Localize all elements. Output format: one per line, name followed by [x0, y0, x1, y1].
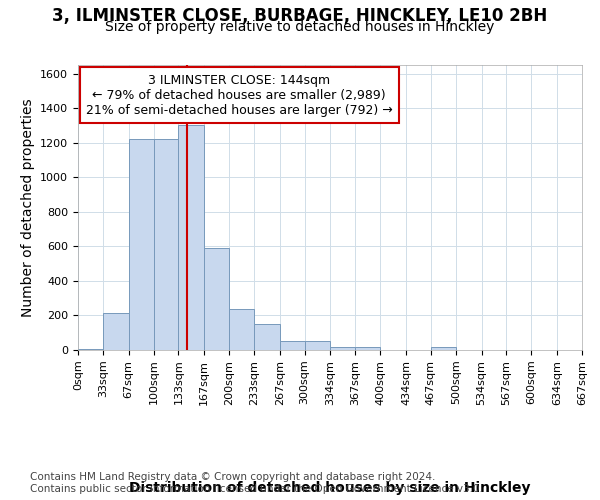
Bar [178, 126, 204, 350]
Bar [305, 342, 331, 350]
Text: 3, ILMINSTER CLOSE, BURBAGE, HINCKLEY, LE10 2BH: 3, ILMINSTER CLOSE, BURBAGE, HINCKLEY, L… [52, 8, 548, 26]
Bar [204, 248, 229, 350]
Bar [103, 313, 128, 350]
Bar [154, 140, 178, 350]
Bar [78, 349, 103, 350]
Text: Contains public sector information licensed under the Open Government Licence v3: Contains public sector information licen… [30, 484, 483, 494]
Bar [254, 324, 280, 350]
Bar [128, 140, 154, 350]
Bar [280, 340, 305, 350]
Bar [355, 348, 380, 350]
Bar [431, 348, 456, 350]
Text: 3 ILMINSTER CLOSE: 144sqm
← 79% of detached houses are smaller (2,989)
21% of se: 3 ILMINSTER CLOSE: 144sqm ← 79% of detac… [86, 74, 392, 116]
Text: Contains HM Land Registry data © Crown copyright and database right 2024.: Contains HM Land Registry data © Crown c… [30, 472, 436, 482]
Y-axis label: Number of detached properties: Number of detached properties [20, 98, 35, 317]
Text: Size of property relative to detached houses in Hinckley: Size of property relative to detached ho… [106, 20, 494, 34]
Bar [331, 346, 355, 350]
X-axis label: Distribution of detached houses by size in Hinckley: Distribution of detached houses by size … [129, 481, 531, 495]
Bar [229, 308, 254, 350]
